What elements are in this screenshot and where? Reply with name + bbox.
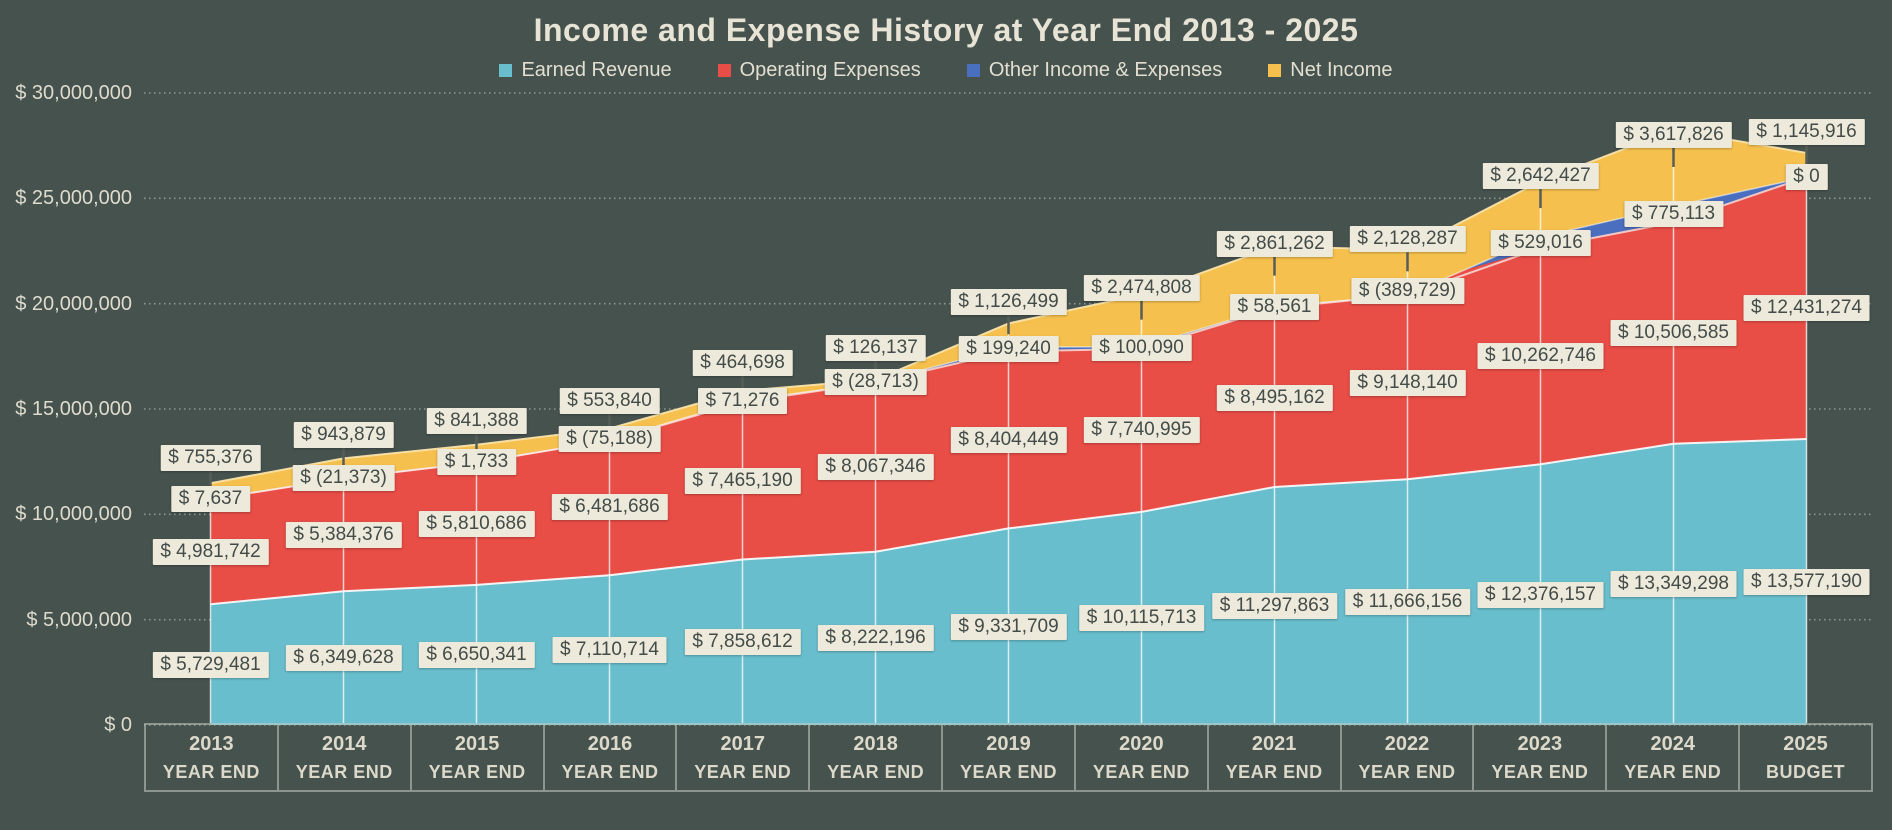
x-category-year: 2013 <box>189 732 234 755</box>
x-category-sublabel: YEAR END <box>428 761 526 782</box>
y-tick-label: $ 0 <box>104 714 132 736</box>
x-category-2024: 2024 YEAR END <box>1605 725 1738 790</box>
x-category-sublabel: YEAR END <box>162 761 260 782</box>
x-category-sublabel: YEAR END <box>1225 761 1323 782</box>
chart-title: Income and Expense History at Year End 2… <box>533 12 1359 48</box>
x-category-year: 2022 <box>1384 732 1430 755</box>
y-tick-label: $ 25,000,000 <box>15 187 132 210</box>
x-axis: 2013 YEAR END 2014 YEAR END 2015 YEAR END 2016… <box>144 723 1873 792</box>
legend-swatch-icon <box>499 64 513 77</box>
x-category-sublabel: YEAR END <box>1092 761 1190 782</box>
x-category-2014: 2014 YEAR END <box>276 725 410 790</box>
x-category-2023: 2023 YEAR END <box>1472 725 1605 790</box>
x-category-2021: 2021 YEAR END <box>1206 725 1340 790</box>
x-category-2020: 2020 YEAR END <box>1073 725 1207 790</box>
x-category-year: 2014 <box>322 732 367 755</box>
legend-item-net-income: Net Income <box>1268 59 1393 82</box>
x-category-sublabel: BUDGET <box>1766 761 1846 782</box>
x-category-year: 2021 <box>1251 732 1297 755</box>
legend-item-earned-revenue: Earned Revenue <box>499 59 672 82</box>
chart-legend: Earned Revenue Operating Expenses Other In… <box>0 59 1892 82</box>
x-category-sublabel: YEAR END <box>959 761 1057 782</box>
x-category-year: 2017 <box>720 732 766 755</box>
x-category-2025: 2025 BUDGET <box>1738 725 1873 790</box>
legend-label: Earned Revenue <box>521 59 672 81</box>
x-category-2016: 2016 YEAR END <box>542 725 676 790</box>
legend-item-operating-expenses: Operating Expenses <box>717 59 921 82</box>
x-category-2013: 2013 YEAR END <box>144 725 277 790</box>
x-category-sublabel: YEAR END <box>827 761 925 782</box>
legend-swatch-icon <box>966 64 980 77</box>
legend-label: Net Income <box>1290 59 1393 81</box>
x-category-year: 2018 <box>853 732 898 755</box>
y-tick-label: $ 20,000,000 <box>15 292 132 315</box>
x-category-2019: 2019 YEAR END <box>941 725 1074 790</box>
x-category-year: 2020 <box>1119 732 1164 755</box>
x-category-year: 2025 <box>1783 732 1828 755</box>
legend-swatch-icon <box>1268 64 1282 77</box>
y-tick-label: $ 15,000,000 <box>15 398 132 420</box>
x-category-year: 2023 <box>1517 732 1563 755</box>
x-category-sublabel: YEAR END <box>1491 761 1589 782</box>
x-category-2017: 2017 YEAR END <box>675 725 808 790</box>
x-category-2015: 2015 YEAR END <box>409 725 543 790</box>
x-category-2018: 2018 YEAR END <box>808 725 941 790</box>
x-category-sublabel: YEAR END <box>561 761 659 782</box>
legend-label: Operating Expenses <box>739 59 921 81</box>
x-category-year: 2015 <box>454 732 500 755</box>
legend-swatch-icon <box>717 64 731 77</box>
x-category-year: 2016 <box>587 732 633 755</box>
y-tick-label: $ 30,000,000 <box>15 82 132 104</box>
x-category-year: 2019 <box>986 732 1031 755</box>
x-category-year: 2024 <box>1650 732 1695 755</box>
x-category-sublabel: YEAR END <box>1624 761 1722 782</box>
x-category-2022: 2022 YEAR END <box>1339 725 1473 790</box>
legend-item-other-income-expenses: Other Income & Expenses <box>966 59 1223 82</box>
area-net-income <box>210 129 1807 500</box>
legend-label: Other Income & Expenses <box>988 59 1223 81</box>
y-tick-label: $ 10,000,000 <box>15 503 132 526</box>
x-category-sublabel: YEAR END <box>1358 761 1456 782</box>
x-category-sublabel: YEAR END <box>295 761 393 782</box>
x-category-sublabel: YEAR END <box>694 761 792 782</box>
y-tick-label: $ 5,000,000 <box>26 608 132 631</box>
